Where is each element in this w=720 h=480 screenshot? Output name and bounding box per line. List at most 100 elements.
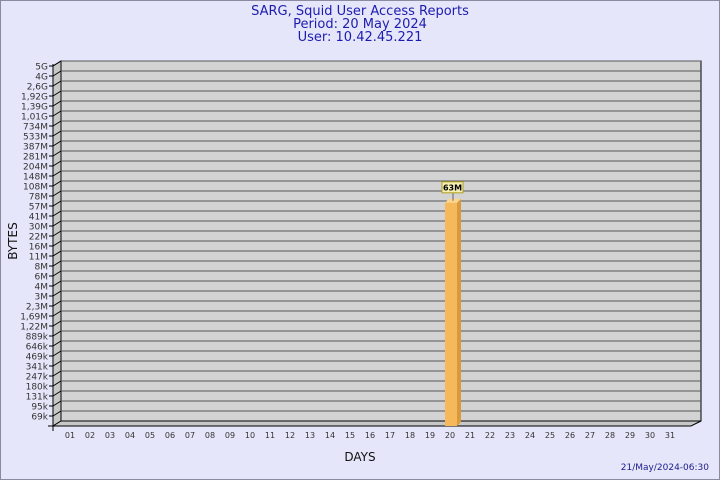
y-tick-label: 2,6G xyxy=(27,83,48,93)
y-tick-label: 889k xyxy=(26,333,49,343)
x-tick-label: 10 xyxy=(245,431,255,440)
x-tick-label: 31 xyxy=(665,431,675,440)
y-tick-label: 2,3M xyxy=(26,303,48,313)
y-tick-label: 1,69M xyxy=(20,313,48,323)
y-tick-label: 95k xyxy=(31,403,48,413)
y-tick-label: 4G xyxy=(35,73,48,83)
x-tick-label: 06 xyxy=(165,431,175,440)
y-tick-label: 6M xyxy=(35,273,49,283)
gridline-depth xyxy=(52,250,62,257)
x-tick-label: 13 xyxy=(305,431,315,440)
gridline-depth xyxy=(52,350,62,357)
x-tick-label: 24 xyxy=(525,431,535,440)
gridline-depth xyxy=(52,160,62,167)
gridline-depth xyxy=(52,210,62,217)
x-tick-label: 04 xyxy=(125,431,135,440)
bar-day-20 xyxy=(445,202,457,426)
x-tick-label: 29 xyxy=(625,431,635,440)
y-tick-label: 734M xyxy=(23,123,48,133)
y-tick-label: 247k xyxy=(26,373,49,383)
y-tick-label: 57M xyxy=(29,203,48,213)
gridline-depth xyxy=(52,400,62,407)
gridline-depth xyxy=(52,170,62,177)
gridline-depth xyxy=(52,360,62,367)
y-tick-label: 180k xyxy=(26,383,49,393)
generated-timestamp: 21/May/2024-06:30 xyxy=(620,463,709,473)
x-tick-label: 26 xyxy=(565,431,575,440)
y-tick-label: 1,01G xyxy=(21,113,48,123)
gridline-depth xyxy=(52,370,62,377)
y-tick-label: 646k xyxy=(26,343,49,353)
y-tick-label: 131k xyxy=(26,393,49,403)
y-tick-label: 1,39G xyxy=(21,103,48,113)
x-axis-title: DAYS xyxy=(344,450,375,464)
gridline-depth xyxy=(52,130,62,137)
y-tick-label: 69k xyxy=(31,413,48,423)
gridline-depth xyxy=(52,260,62,267)
x-tick-label: 30 xyxy=(645,431,655,440)
gridline-depth xyxy=(52,280,62,287)
x-tick-label: 12 xyxy=(285,431,295,440)
y-tick-label: 3M xyxy=(35,293,49,303)
x-tick-label: 05 xyxy=(145,431,155,440)
x-tick-label: 19 xyxy=(425,431,435,440)
y-tick-label: 341k xyxy=(26,363,49,373)
gridline-depth xyxy=(52,390,62,397)
y-tick-label: 1,92G xyxy=(21,93,48,103)
gridline-depth xyxy=(52,180,62,187)
x-tick-label: 20 xyxy=(445,431,455,440)
x-tick-label: 07 xyxy=(185,431,195,440)
gridline-depth xyxy=(52,240,62,247)
gridline-depth xyxy=(52,80,62,87)
y-tick-label: 148M xyxy=(23,173,48,183)
x-tick-label: 15 xyxy=(345,431,355,440)
gridline-depth xyxy=(52,310,62,317)
x-tick-label: 02 xyxy=(85,431,95,440)
y-tick-label: 41M xyxy=(29,213,48,223)
gridline-depth xyxy=(52,150,62,157)
gridline-depth xyxy=(52,230,62,237)
x-tick-label: 17 xyxy=(385,431,395,440)
x-tick-label: 09 xyxy=(225,431,235,440)
y-tick-label: 11M xyxy=(29,253,48,263)
y-tick-label: 204M xyxy=(23,163,48,173)
chart-user: User: 10.42.45.221 xyxy=(297,30,423,45)
y-tick-label: 16M xyxy=(29,243,48,253)
gridline-depth xyxy=(52,380,62,387)
y-tick-label: 78M xyxy=(29,193,48,203)
y-tick-label: 8M xyxy=(35,263,49,273)
gridline-depth xyxy=(52,270,62,277)
x-tick-label: 08 xyxy=(205,431,215,440)
y-tick-label: 1,22M xyxy=(20,323,48,333)
gridline-depth xyxy=(52,140,62,147)
bar-label-box xyxy=(441,181,464,194)
x-tick-label: 18 xyxy=(405,431,415,440)
gridline-depth xyxy=(52,340,62,347)
gridline-depth xyxy=(52,300,62,307)
gridline-depth xyxy=(52,190,62,197)
x-tick-label: 28 xyxy=(605,431,615,440)
y-tick-label: 469k xyxy=(26,353,49,363)
x-tick-label: 25 xyxy=(545,431,555,440)
gridline-depth xyxy=(52,60,62,67)
chart-title: SARG, Squid User Access Reports xyxy=(251,4,469,19)
x-tick-label: 21 xyxy=(465,431,475,440)
y-tick-label: 4M xyxy=(35,283,49,293)
y-tick-label: 22M xyxy=(29,233,48,243)
x-tick-label: 14 xyxy=(325,431,335,440)
gridline-depth xyxy=(52,410,62,417)
y-tick-label: 281M xyxy=(23,153,48,163)
gridline-depth xyxy=(52,70,62,77)
x-tick-label: 01 xyxy=(65,431,75,440)
gridline-depth xyxy=(52,100,62,107)
x-tick-label: 11 xyxy=(265,431,275,440)
y-tick-label: 5G xyxy=(35,63,48,73)
y-tick-label: 387M xyxy=(23,143,48,153)
gridline-depth xyxy=(52,320,62,327)
gridline-depth xyxy=(52,200,62,207)
bar-value-label: 63M xyxy=(443,183,462,192)
x-tick-label: 03 xyxy=(105,431,115,440)
chart-period: Period: 20 May 2024 xyxy=(293,17,427,32)
gridline-depth xyxy=(52,330,62,337)
